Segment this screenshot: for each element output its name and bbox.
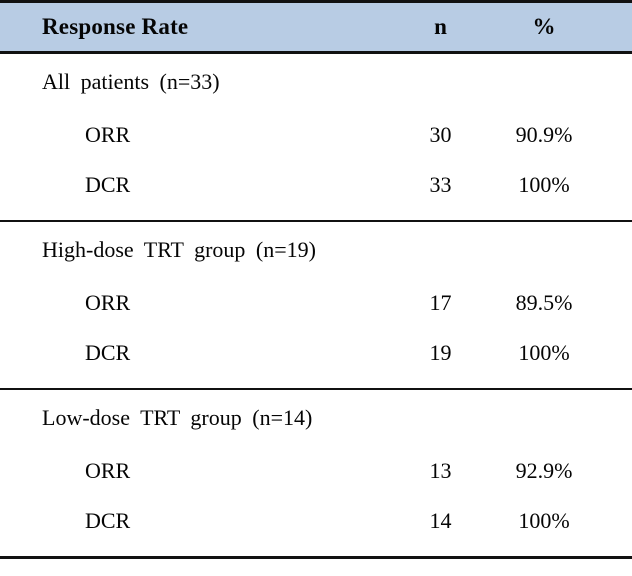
row-n-value: 17: [429, 290, 452, 315]
row-label: DCR: [85, 340, 131, 365]
response-rate-table: Response Rate n % All patients (n=33) OR…: [0, 0, 632, 559]
section-low-dose: Low-dose TRT group (n=14) ORR 13 92.9% D…: [0, 390, 632, 559]
row-label: ORR: [85, 122, 131, 147]
table-row: ORR 30 90.9%: [0, 110, 632, 160]
header-percent-column: %: [532, 14, 556, 39]
table-row: ORR 17 89.5%: [0, 278, 632, 328]
row-percent-value: 89.5%: [515, 290, 573, 315]
row-percent-value: 100%: [518, 508, 570, 533]
section-high-dose: High-dose TRT group (n=19) ORR 17 89.5% …: [0, 222, 632, 390]
section-title: High-dose TRT group (n=19): [42, 237, 316, 262]
row-label: ORR: [85, 290, 131, 315]
table-row: DCR 14 100%: [0, 496, 632, 546]
row-n-value: 33: [429, 172, 452, 197]
header-n-column: n: [434, 14, 447, 39]
section-title: Low-dose TRT group (n=14): [42, 405, 313, 430]
table-row: ORR 13 92.9%: [0, 446, 632, 496]
row-label: ORR: [85, 458, 131, 483]
section-all-patients: All patients (n=33) ORR 30 90.9% DCR 33 …: [0, 54, 632, 222]
row-label: DCR: [85, 172, 131, 197]
row-n-value: 30: [429, 122, 452, 147]
row-label: DCR: [85, 508, 131, 533]
table-row: DCR 33 100%: [0, 160, 632, 210]
row-percent-value: 100%: [518, 172, 570, 197]
table-row: DCR 19 100%: [0, 328, 632, 378]
row-percent-value: 92.9%: [515, 458, 573, 483]
section-title-row: High-dose TRT group (n=19): [0, 222, 632, 278]
section-title: All patients (n=33): [42, 69, 220, 94]
row-percent-value: 100%: [518, 340, 570, 365]
section-title-row: All patients (n=33): [0, 54, 632, 110]
row-n-value: 19: [429, 340, 452, 365]
table-header-row: Response Rate n %: [0, 3, 632, 54]
header-response-rate: Response Rate: [42, 14, 189, 39]
row-n-value: 14: [429, 508, 452, 533]
row-n-value: 13: [429, 458, 452, 483]
section-title-row: Low-dose TRT group (n=14): [0, 390, 632, 446]
row-percent-value: 90.9%: [515, 122, 573, 147]
